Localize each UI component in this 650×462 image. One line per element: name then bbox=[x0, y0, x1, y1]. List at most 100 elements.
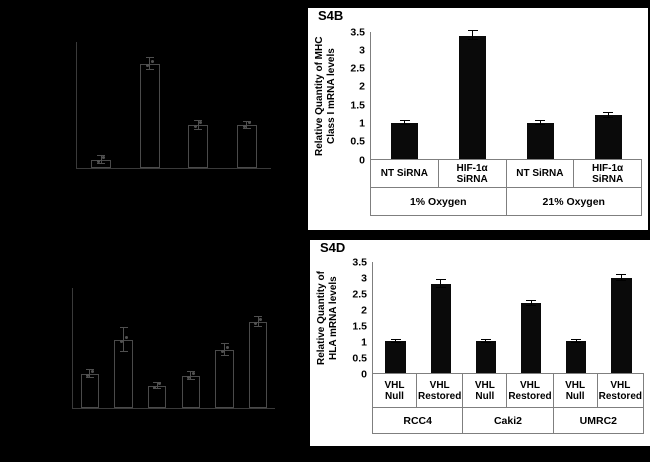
bar bbox=[385, 341, 406, 373]
faint-data-point bbox=[191, 372, 195, 375]
bar bbox=[520, 303, 542, 373]
faint-data-point bbox=[199, 121, 203, 125]
bar bbox=[566, 341, 587, 373]
x-category-label: VHL Restored bbox=[507, 374, 554, 407]
y-tick-label: 3 bbox=[361, 271, 367, 284]
faint-error-bar-cap bbox=[186, 379, 195, 380]
y-tick-label: 3.5 bbox=[350, 25, 365, 38]
faint-error-bar-cap bbox=[145, 57, 154, 59]
x-group-label: 1% Oxygen bbox=[371, 188, 507, 215]
error-bar-cap bbox=[616, 273, 627, 275]
error-bar-cap bbox=[435, 287, 446, 289]
error-bar-cap bbox=[603, 117, 614, 118]
faint-data-point bbox=[158, 382, 162, 385]
faint-error-bar bbox=[89, 370, 91, 378]
faint-data-point bbox=[90, 370, 94, 373]
faint-bar bbox=[80, 374, 100, 408]
y-tick-label: 1 bbox=[361, 335, 367, 348]
error-bar-cap bbox=[480, 341, 491, 343]
error-bar bbox=[620, 274, 622, 282]
faint-data-point bbox=[97, 160, 101, 164]
y-axis-title: Relative Quantity of MHC Class I mRNA le… bbox=[314, 36, 337, 156]
error-bar bbox=[395, 339, 397, 343]
faint-error-bar-cap bbox=[254, 316, 263, 318]
faint-error-bar-cap bbox=[145, 68, 154, 70]
x-category-label: VHL Null bbox=[554, 374, 598, 407]
faint-bar bbox=[236, 125, 257, 168]
x-group-label: 21% Oxygen bbox=[507, 188, 642, 215]
bar bbox=[475, 341, 497, 373]
faint-data-point bbox=[124, 336, 128, 339]
y-tick-label: 1 bbox=[359, 117, 365, 130]
faint-error-bar-cap bbox=[242, 128, 251, 130]
y-tick-label: 0.5 bbox=[350, 135, 365, 148]
panel-label-s4d: S4D bbox=[320, 240, 346, 255]
bar-chart-s4d: Relative Quantity of HLA mRNA levels 0 0.… bbox=[316, 257, 644, 434]
faint-bar bbox=[147, 386, 167, 408]
error-bar bbox=[607, 112, 609, 118]
y-tick-label: 2 bbox=[361, 303, 367, 316]
y-tick-label: 1.5 bbox=[350, 98, 365, 111]
error-bar-cap bbox=[399, 119, 410, 121]
error-bar bbox=[472, 31, 474, 40]
x-group-label: UMRC2 bbox=[554, 408, 644, 433]
group-axis: RCC4 Caki2 UMRC2 bbox=[372, 408, 644, 434]
error-bar bbox=[485, 339, 487, 343]
faint-error-bar-cap bbox=[194, 119, 203, 121]
faint-error-bar-cap bbox=[254, 325, 263, 327]
faint-data-point bbox=[247, 121, 251, 125]
error-bar-cap bbox=[467, 38, 478, 40]
x-group-label: Caki2 bbox=[463, 408, 554, 433]
y-tick-label: 2 bbox=[359, 80, 365, 93]
faint-error-bar bbox=[246, 121, 248, 130]
faint-bar bbox=[139, 64, 160, 168]
faint-error-bar-cap bbox=[119, 327, 128, 328]
y-tick-label: 2.5 bbox=[350, 62, 365, 75]
error-bar-cap bbox=[390, 341, 401, 343]
error-bar-cap bbox=[571, 341, 582, 343]
error-bar-cap bbox=[399, 123, 410, 125]
error-bar-cap bbox=[467, 30, 478, 32]
error-bar-cap bbox=[390, 338, 401, 340]
faint-error-bar bbox=[197, 120, 199, 131]
faint-error-bar-cap bbox=[153, 388, 162, 390]
faint-data-point bbox=[150, 60, 154, 64]
bar bbox=[430, 284, 451, 373]
y-tick-label: 0 bbox=[361, 367, 367, 380]
x-category-label: NT SiRNA bbox=[371, 160, 439, 187]
faint-error-bar bbox=[156, 382, 158, 390]
faint-error-bar bbox=[123, 328, 124, 352]
x-category-label: HIF-1α SiRNA bbox=[439, 160, 507, 187]
x-category-label: VHL Null bbox=[373, 374, 417, 407]
faint-data-point bbox=[153, 386, 157, 389]
faint-error-bar-cap bbox=[220, 343, 229, 344]
faint-data-point bbox=[259, 318, 263, 321]
y-tick-label: 2.5 bbox=[352, 287, 367, 300]
error-bar-cap bbox=[526, 304, 537, 306]
x-category-label: VHL Restored bbox=[598, 374, 644, 407]
faint-error-bar-cap bbox=[97, 155, 106, 157]
faint-bar bbox=[215, 350, 234, 408]
panel-label-s4b: S4B bbox=[318, 8, 344, 23]
bar-chart-s4b: Relative Quantity of MHC Class I mRNA le… bbox=[314, 27, 642, 216]
error-bar-cap bbox=[535, 123, 546, 125]
error-bar bbox=[440, 280, 442, 289]
faint-data-point bbox=[186, 376, 190, 379]
error-bar-cap bbox=[480, 338, 491, 340]
x-category-label: NT SiRNA bbox=[507, 160, 575, 187]
y-tick-label: 3.5 bbox=[352, 255, 367, 268]
y-tick-label: 3 bbox=[359, 44, 365, 57]
y-tick-label: 1.5 bbox=[352, 319, 367, 332]
faint-error-bar-cap bbox=[119, 351, 128, 352]
faint-data-point bbox=[254, 322, 258, 325]
plot-area bbox=[370, 30, 642, 160]
faint-error-bar bbox=[100, 156, 102, 164]
faint-error-bar bbox=[149, 58, 151, 70]
error-bar bbox=[404, 120, 406, 125]
faint-data-point bbox=[85, 374, 89, 377]
faint-data-point bbox=[145, 64, 149, 68]
faint-bar-chart-bottom-left bbox=[72, 288, 275, 409]
faint-error-bar-cap bbox=[85, 377, 94, 378]
error-bar-cap bbox=[526, 299, 537, 301]
